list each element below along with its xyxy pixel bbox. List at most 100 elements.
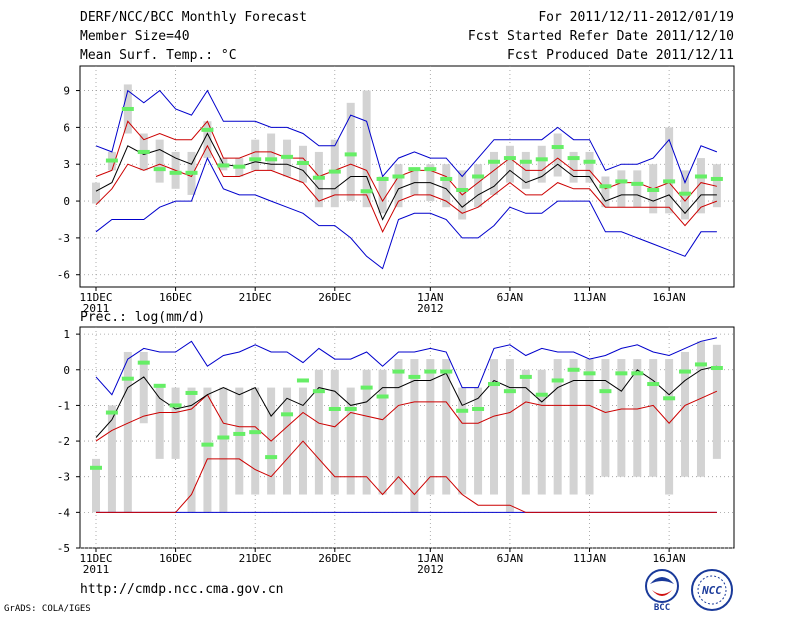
temp-mean-marker <box>169 170 182 175</box>
prec-mean-marker <box>328 406 341 411</box>
temp-box <box>537 145 546 183</box>
forecast-period: For 2011/12/11-2012/01/19 <box>538 10 734 25</box>
prec-lower-line <box>96 440 717 513</box>
prec-box <box>92 458 100 513</box>
prec-box <box>219 387 228 513</box>
temp-box <box>601 176 610 208</box>
temp-max-line <box>95 89 718 184</box>
ncc-logo-text: NCC <box>701 584 722 597</box>
temp-mean-marker <box>456 188 469 193</box>
member-size: Member Size=40 <box>80 29 190 44</box>
temp-ytick-label: 9 <box>63 85 70 98</box>
temp-frame <box>79 65 735 288</box>
prec-mean-marker <box>201 442 214 447</box>
prec-mean-marker <box>679 369 692 374</box>
temp-mean-marker <box>599 184 612 189</box>
temp-mean-marker <box>408 167 421 172</box>
temp-box <box>362 90 371 208</box>
temp-mean-marker <box>344 152 357 157</box>
temp-box <box>617 170 626 208</box>
variable-label: Mean Surf. Temp.: °C <box>80 48 237 63</box>
prec-box <box>681 351 690 477</box>
temp-min-line <box>95 156 717 270</box>
prec-box <box>505 359 514 513</box>
temp-xtick-label: 16DEC <box>159 291 192 304</box>
temp-box <box>155 139 164 183</box>
prec-box <box>490 359 498 495</box>
prec-ytick-label: -5 <box>57 542 70 555</box>
temp-mean-marker <box>488 159 500 164</box>
prec-xtick-label: 11DEC <box>79 552 112 565</box>
temp-xtick-label: 11JAN <box>573 291 606 304</box>
prec-box <box>283 387 292 495</box>
prec-xtick-year: 2011 <box>83 563 110 576</box>
prec-mean-marker <box>169 403 182 408</box>
website-url[interactable]: http://cmdp.ncc.cma.gov.cn <box>80 582 284 597</box>
prec-box <box>410 359 419 513</box>
temp-mean-marker <box>631 181 644 186</box>
prec-box <box>665 359 674 495</box>
temp-mean-marker <box>679 191 692 196</box>
prec-box <box>521 369 530 495</box>
prec-box <box>394 359 403 495</box>
prec-mean-marker <box>583 371 596 376</box>
prec-mean-marker <box>105 410 118 415</box>
prec-box <box>633 359 642 477</box>
prec-ytick-label: -1 <box>57 399 70 412</box>
temp-box <box>696 158 705 214</box>
bcc-logo-text: BCC <box>654 603 670 612</box>
prec-mean-marker <box>376 394 389 399</box>
prec-mean-marker <box>535 392 548 397</box>
temp-mean-marker <box>265 157 278 162</box>
prec-mean-marker <box>631 371 644 376</box>
prec-box <box>139 351 148 424</box>
prec-box <box>426 359 435 495</box>
prec-mean-marker <box>519 374 532 379</box>
bcc-logo: BCC <box>645 569 679 612</box>
prec-mean-marker <box>488 382 500 387</box>
prec-mean-marker <box>456 408 469 413</box>
prec-mean-marker <box>217 435 230 440</box>
refer-date: Fcst Started Refer Date 2011/12/10 <box>467 29 734 44</box>
prec-box <box>649 359 658 477</box>
temp-mean-marker <box>503 156 516 161</box>
prec-mean-marker <box>265 455 278 460</box>
temp-xtick-label: 6JAN <box>497 291 524 304</box>
prec-box <box>155 387 164 459</box>
temp-mean-marker <box>233 164 246 169</box>
temp-xtick-label: 16JAN <box>653 291 686 304</box>
prec-box <box>346 387 355 495</box>
temp-box <box>712 164 721 208</box>
temp-mean-marker <box>472 174 485 179</box>
temp-box <box>553 133 562 177</box>
prec-mean-marker <box>710 365 723 370</box>
temp-box <box>346 102 355 202</box>
temp-box <box>474 164 483 208</box>
prec-box <box>187 387 196 513</box>
temp-mean-marker <box>249 157 262 162</box>
prec-ytick-label: -2 <box>57 435 70 448</box>
prec-mean-marker <box>551 378 564 383</box>
prec-mean-marker <box>360 385 373 390</box>
prec-xtick-label: 6JAN <box>497 552 524 565</box>
prec-box <box>378 369 387 495</box>
prec-box <box>712 344 721 459</box>
temp-mean-marker <box>217 163 230 168</box>
temp-box <box>442 164 451 208</box>
header-left: DERF/NCC/BCC Monthly Forecast Member Siz… <box>80 10 307 67</box>
prec-box <box>107 405 116 513</box>
temp-mean-marker <box>121 106 134 111</box>
temp-box <box>378 176 387 214</box>
prec-box <box>251 387 260 495</box>
prec-upper-line <box>95 390 718 442</box>
temp-mean-marker <box>694 174 707 179</box>
prec-ytick-label: -3 <box>57 471 70 484</box>
temp-mean-marker <box>201 127 214 132</box>
prec-mean-marker <box>185 390 198 395</box>
prec-mean-marker <box>615 371 628 376</box>
prec-box <box>314 369 323 495</box>
prec-mean-marker <box>663 396 676 401</box>
temp-box <box>92 182 100 204</box>
